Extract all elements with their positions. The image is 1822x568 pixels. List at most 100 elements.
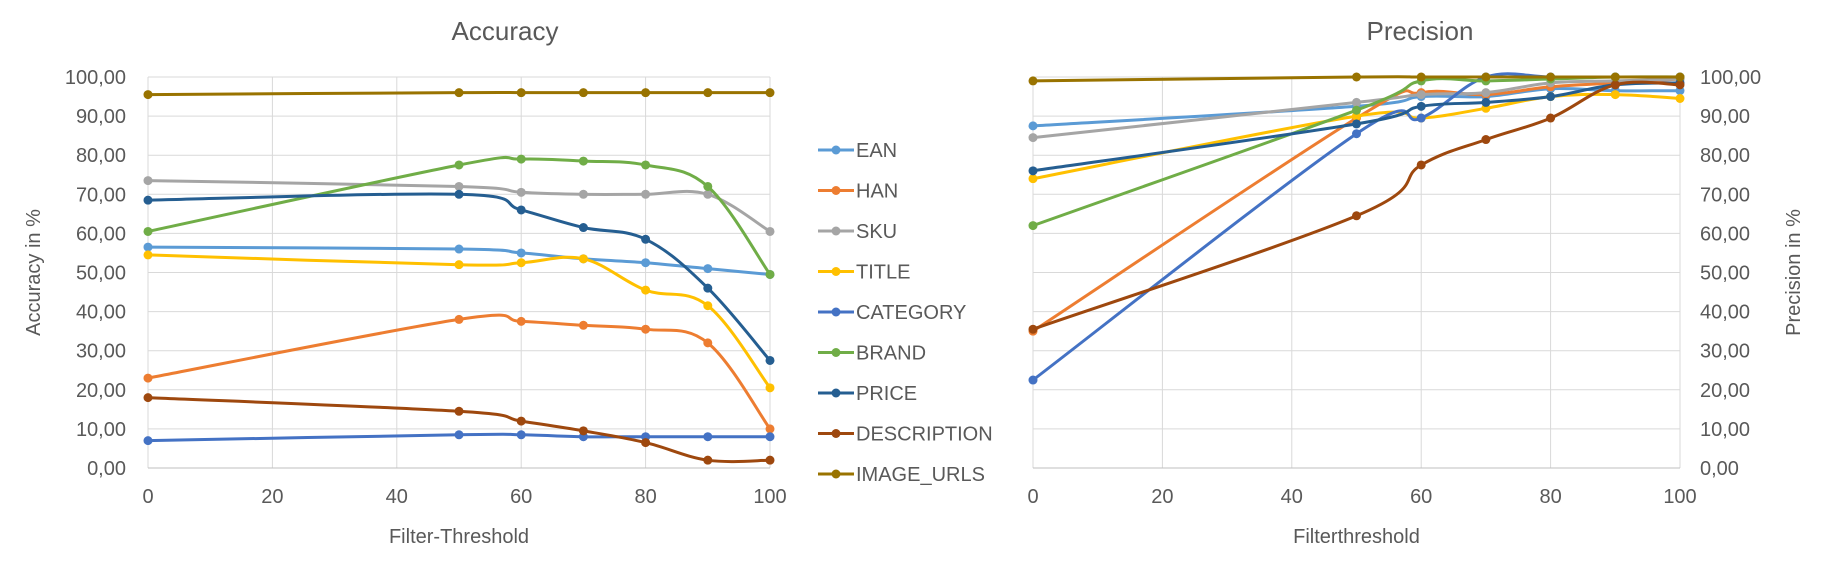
data-point-brand [516, 154, 526, 164]
data-point-han [516, 316, 526, 326]
data-point-ean [1028, 121, 1038, 131]
y-tick-label: 40,00 [76, 302, 126, 324]
data-point-sku [143, 176, 153, 186]
data-point-sku [578, 189, 588, 199]
legend-label: TITLE [856, 262, 910, 284]
data-point-ean [516, 248, 526, 258]
legend-marker [831, 388, 841, 398]
series-title [143, 250, 775, 393]
series-brand [143, 154, 775, 279]
series-line-category [146, 432, 772, 443]
legend-marker [831, 469, 841, 479]
y-axis-title: Precision in % [1783, 209, 1805, 336]
legend-item-ean: EAN [818, 140, 897, 162]
legend-label: CATEGORY [856, 302, 966, 324]
x-tick-label: 60 [1410, 486, 1432, 508]
data-point-ean [454, 244, 464, 254]
legend-item-title: TITLE [818, 262, 910, 284]
data-point-image-urls [454, 88, 464, 98]
y-tick-label: 80,00 [1700, 145, 1750, 167]
legend-item-image-urls: IMAGE_URLS [818, 464, 985, 486]
data-point-han [454, 314, 464, 324]
data-point-category [516, 430, 526, 440]
legend-item-description: DESCRIPTION [818, 424, 993, 446]
series-description [1028, 80, 1685, 334]
chart-title: Precision [1367, 16, 1474, 46]
legend-label: HAN [856, 181, 898, 203]
y-tick-label: 0,00 [87, 458, 126, 480]
y-tick-label: 10,00 [1700, 419, 1750, 441]
data-point-sku [1416, 90, 1426, 100]
legend: EAN HAN SKU TITLE CATEGORY BRAND PRICE DESCRIPT… [818, 140, 993, 486]
y-tick-label: 20,00 [76, 380, 126, 402]
legend-marker [831, 186, 841, 195]
legend-marker [831, 267, 841, 276]
data-point-sku [516, 187, 526, 197]
data-point-ean [703, 264, 713, 274]
y-tick-label: 90,00 [76, 106, 126, 128]
legend-marker [831, 226, 841, 236]
y-tick-label: 50,00 [1700, 263, 1750, 285]
data-point-description [454, 406, 464, 416]
data-point-image-urls [143, 90, 153, 100]
x-tick-label: 0 [1027, 486, 1038, 508]
data-point-price [516, 205, 526, 215]
data-point-price [1546, 92, 1556, 102]
data-point-description [1610, 80, 1620, 90]
y-tick-label: 0,00 [1700, 458, 1739, 480]
data-point-sku [703, 189, 713, 199]
data-point-han [578, 320, 588, 330]
data-point-category [1416, 113, 1426, 123]
data-point-sku [765, 226, 775, 236]
data-point-title [765, 383, 775, 393]
data-point-title [1610, 90, 1620, 100]
data-point-category [1028, 375, 1038, 385]
data-point-brand [703, 181, 713, 191]
y-tick-label: 70,00 [76, 184, 126, 206]
series-line-ean [146, 245, 772, 276]
data-point-description [1028, 324, 1038, 334]
series-line-image-urls [1031, 75, 1682, 83]
x-tick-label: 20 [261, 486, 283, 508]
series-line-image-urls [146, 90, 772, 97]
y-tick-label: 30,00 [1700, 341, 1750, 363]
chart-title: Accuracy [452, 16, 559, 46]
data-point-image-urls [1546, 72, 1556, 82]
data-point-brand [641, 160, 651, 170]
data-point-image-urls [578, 88, 588, 98]
data-point-price [703, 283, 713, 293]
series-han [143, 313, 775, 434]
data-point-title [703, 301, 713, 311]
y-tick-label: 100,00 [1700, 67, 1761, 89]
chart-precision: Precision 0,00 10,00 20,00 30,00 40,00 50,00 60… [1027, 16, 1805, 548]
data-point-image-urls [516, 88, 526, 98]
data-point-price [454, 189, 464, 199]
x-axis-title: Filter-Threshold [389, 526, 529, 548]
data-point-title [454, 260, 464, 270]
data-point-image-urls [765, 88, 775, 98]
data-point-price [1352, 119, 1361, 129]
data-point-brand [1028, 221, 1038, 231]
data-point-sku [1481, 88, 1491, 98]
y-tick-label: 30,00 [76, 341, 126, 363]
x-tick-label: 80 [634, 486, 656, 508]
legend-label: PRICE [856, 383, 917, 405]
series-line-han [1031, 77, 1682, 333]
data-point-sku [1028, 133, 1038, 143]
data-point-han [703, 338, 713, 348]
data-point-title [1675, 94, 1685, 104]
data-point-image-urls [1352, 72, 1361, 82]
x-axis-title: Filterthreshold [1293, 526, 1420, 548]
data-point-image-urls [703, 88, 713, 98]
data-point-sku [1352, 97, 1361, 107]
x-tick-label: 20 [1151, 486, 1173, 508]
data-point-category [454, 430, 464, 440]
data-point-category [765, 432, 775, 442]
series-line-description [146, 396, 772, 464]
series-line-price [146, 192, 772, 362]
y-tick-label: 50,00 [76, 263, 126, 285]
data-point-ean [641, 258, 651, 268]
y-tick-label: 100,00 [65, 67, 126, 89]
legend-item-sku: SKU [818, 221, 897, 243]
